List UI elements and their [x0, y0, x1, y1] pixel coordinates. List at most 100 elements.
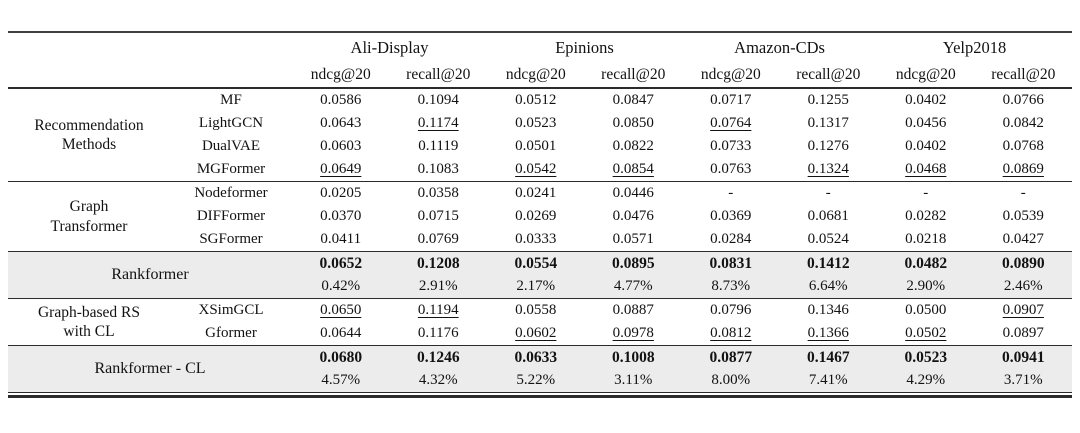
table-row-rankformer-improvement: 0.42% 2.91% 2.17% 4.77% 8.73% 6.64% 2.90… — [8, 275, 1073, 299]
bottom-double-rule — [8, 395, 1072, 398]
metric-header: ndcg@20 — [310, 65, 371, 83]
value-cell: 0.0763 — [710, 161, 752, 178]
table-row-nodeformer: Graph Transformer Nodeformer 0.0205 0.03… — [8, 181, 1073, 252]
metric-header-row: ndcg@20 recall@20 ndcg@20 recall@20 ndcg… — [8, 62, 1072, 88]
value-cell: 0.0571 — [612, 231, 654, 248]
metric-header: ndcg@20 — [700, 65, 761, 83]
value-cell: 0.0554 — [487, 251, 585, 275]
improvement-cell: 2.90% — [877, 275, 975, 299]
value-cell: 0.0681 — [807, 208, 849, 225]
improvement-cell: 4.77% — [584, 275, 683, 299]
value-cell: 0.0941 — [974, 345, 1073, 369]
value-cell: 0.0733 — [710, 138, 752, 155]
value-cell: 0.0812 — [710, 325, 752, 342]
value-cell: 0.0218 — [905, 231, 947, 248]
group-label-line: Methods — [61, 136, 117, 153]
group-label-line: Recommendation — [34, 116, 144, 134]
value-cell: 0.0895 — [584, 251, 683, 275]
value-cell: 0.1246 — [389, 345, 488, 369]
value-cell: 0.0205 — [292, 181, 390, 205]
value-cell: 0.1194 — [389, 298, 488, 322]
value-cell: 0.0468 — [905, 161, 947, 178]
table-row-rankformer-cl: Rankformer - CL 0.0680 0.1246 0.0633 0.1… — [8, 345, 1073, 393]
value-cell: 0.0649 — [320, 161, 362, 178]
value-cell: 0.0539 — [1002, 208, 1044, 225]
value-cell: 0.0768 — [1002, 138, 1044, 155]
value-cell: 0.0766 — [974, 87, 1073, 112]
value-cell: 0.0427 — [1002, 231, 1044, 248]
metric-header: recall@20 — [991, 65, 1056, 83]
value-cell: 0.0796 — [682, 298, 780, 322]
value-cell: 0.0603 — [320, 138, 362, 155]
value-cell: 0.0907 — [974, 298, 1073, 322]
value-cell: 0.0500 — [877, 298, 975, 322]
method-label: XSimGCL — [170, 298, 292, 322]
value-cell: 0.1174 — [417, 115, 459, 132]
improvement-cell: 8.73% — [682, 275, 780, 299]
method-label: Gformer — [205, 325, 257, 342]
value-cell: 0.1176 — [417, 325, 459, 342]
value-cell: 0.0482 — [877, 251, 975, 275]
value-cell: 0.0652 — [292, 251, 390, 275]
value-cell: 0.0764 — [710, 115, 752, 132]
improvement-cell: 8.00% — [682, 369, 780, 393]
value-cell: 0.0402 — [877, 87, 975, 112]
value-cell: - — [779, 181, 878, 205]
value-cell: 0.1208 — [389, 251, 488, 275]
value-cell: 0.0369 — [710, 208, 752, 225]
metric-header: recall@20 — [601, 65, 666, 83]
metric-header: ndcg@20 — [505, 65, 566, 83]
method-label: LightGCN — [198, 115, 264, 132]
table-row-mf: Recommendation Methods MF 0.0586 0.1094 … — [8, 87, 1073, 182]
group-label-graph-transformer: Graph Transformer — [8, 181, 170, 252]
value-cell: 0.0502 — [905, 325, 947, 342]
group-label-line: with CL — [63, 323, 115, 340]
value-cell: - — [974, 181, 1073, 205]
improvement-cell: 2.91% — [389, 275, 488, 299]
value-cell: 0.0602 — [515, 325, 557, 342]
improvement-cell: 5.22% — [487, 369, 585, 393]
value-cell: 0.0542 — [515, 161, 557, 178]
value-cell: 0.0877 — [682, 345, 780, 369]
value-cell: 0.1008 — [584, 345, 683, 369]
dataset-header-row: Ali-Display Epinions Amazon-CDs Yelp2018 — [8, 32, 1072, 62]
value-cell: 0.0978 — [612, 325, 654, 342]
value-cell: 0.0456 — [905, 115, 947, 132]
value-cell: 0.0633 — [487, 345, 585, 369]
value-cell: 0.1412 — [779, 251, 878, 275]
improvement-cell: 2.46% — [974, 275, 1073, 299]
table-row-lightgcn: LightGCN 0.0643 0.1174 0.0523 0.0850 0.0… — [8, 112, 1072, 135]
table-row-xsimgcl: Graph-based RS with CL XSimGCL 0.0650 0.… — [8, 298, 1073, 346]
table-row-mgformer: MGFormer 0.0649 0.1083 0.0542 0.0854 0.0… — [8, 158, 1072, 182]
value-cell: 0.1324 — [807, 161, 849, 178]
table-row-difformer: DIFFormer 0.0370 0.0715 0.0269 0.0476 0.… — [8, 205, 1072, 228]
value-cell: 0.1467 — [779, 345, 878, 369]
value-cell: 0.0847 — [584, 87, 683, 112]
value-cell: 0.0869 — [1002, 161, 1044, 178]
rankformer-label: Rankformer — [8, 251, 292, 299]
value-cell: 0.0650 — [292, 298, 390, 322]
value-cell: 0.0854 — [612, 161, 654, 178]
metric-header: recall@20 — [796, 65, 861, 83]
value-cell: 0.1346 — [779, 298, 878, 322]
value-cell: 0.0358 — [389, 181, 488, 205]
value-cell: 0.1317 — [807, 115, 849, 132]
value-cell: 0.1276 — [807, 138, 849, 155]
improvement-cell: 3.11% — [584, 369, 683, 393]
value-cell: 0.0333 — [515, 231, 557, 248]
dataset-header-epinions: Epinions — [555, 38, 614, 58]
value-cell: 0.0524 — [807, 231, 849, 248]
value-cell: 0.1366 — [807, 325, 849, 342]
value-cell: 0.0717 — [682, 87, 780, 112]
dataset-header-yelp2018: Yelp2018 — [942, 38, 1007, 58]
value-cell: 0.0282 — [905, 208, 947, 225]
table-row-gformer: Gformer 0.0644 0.1176 0.0602 0.0978 0.08… — [8, 322, 1072, 346]
value-cell: 0.0643 — [320, 115, 362, 132]
improvement-cell: 4.32% — [389, 369, 488, 393]
group-label-line: Graph — [69, 198, 109, 216]
value-cell: 0.0476 — [612, 208, 654, 225]
value-cell: - — [877, 181, 975, 205]
value-cell: 0.0831 — [682, 251, 780, 275]
value-cell: 0.1119 — [418, 138, 459, 155]
